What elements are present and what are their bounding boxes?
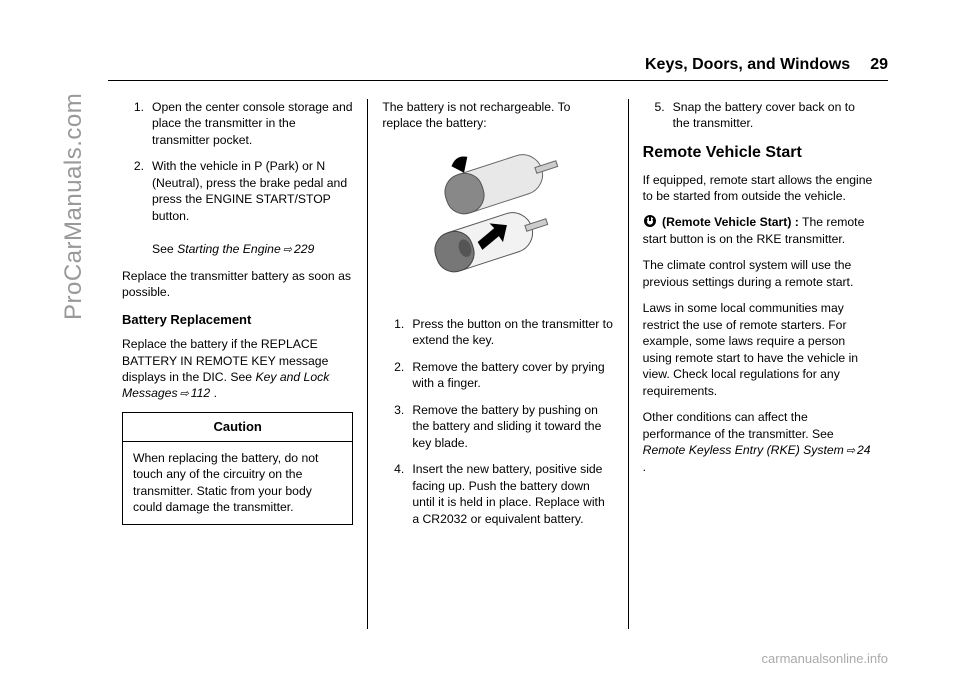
other-cond-text: Other conditions can affect the performa… — [643, 410, 834, 440]
list-item: 4. Insert the new battery, positive side… — [382, 461, 613, 527]
content-columns: 1. Open the center console storage and p… — [108, 99, 888, 629]
paragraph: Replace the battery if the REPLACE BATTE… — [122, 336, 353, 402]
page-number: 29 — [870, 56, 888, 74]
list-item: 1. Press the button on the transmitter t… — [382, 316, 613, 349]
list-text: Insert the new battery, positive side fa… — [412, 461, 613, 527]
section-heading: Remote Vehicle Start — [643, 142, 874, 164]
bottom-watermark: carmanualsonline.info — [762, 651, 888, 666]
caution-box: Caution When replacing the battery, do n… — [122, 412, 353, 524]
see-label: See — [152, 242, 177, 256]
paragraph: Laws in some local communities may restr… — [643, 300, 874, 399]
list-number: 1. — [122, 99, 144, 148]
list-number: 3. — [382, 402, 404, 451]
list-item: 5. Snap the battery cover back on to the… — [643, 99, 874, 132]
see-page: 112 — [191, 386, 210, 400]
subheading: Battery Replacement — [122, 311, 353, 329]
column-2: The battery is not rechargeable. To repl… — [367, 99, 627, 629]
paragraph: The climate control system will use the … — [643, 257, 874, 290]
paragraph: If equipped, remote start allows the eng… — [643, 172, 874, 205]
paragraph: Other conditions can affect the performa… — [643, 409, 874, 475]
manual-page: ProCarManuals.com Keys, Doors, and Windo… — [0, 0, 960, 678]
caution-title: Caution — [123, 413, 352, 442]
list-number: 4. — [382, 461, 404, 527]
list-text: Open the center console storage and plac… — [152, 99, 353, 148]
column-3: 5. Snap the battery cover back on to the… — [628, 99, 888, 629]
ordered-list: 1. Open the center console storage and p… — [122, 99, 353, 258]
remote-start-icon — [643, 214, 657, 228]
xref-arrow-icon: ⇨ — [846, 445, 855, 457]
see-page: 24 — [857, 443, 871, 457]
side-watermark: ProCarManuals.com — [60, 93, 88, 320]
period: . — [643, 460, 646, 474]
caution-body: When replacing the battery, do not touch… — [123, 442, 352, 524]
list-item: 2. Remove the battery cover by prying wi… — [382, 359, 613, 392]
xref-arrow-icon: ⇨ — [180, 388, 189, 400]
see-reference: Remote Keyless Entry (RKE) System — [643, 443, 844, 457]
section-title: Keys, Doors, and Windows — [645, 56, 850, 74]
paragraph: The battery is not rechargeable. To repl… — [382, 99, 613, 132]
period: . — [210, 386, 217, 400]
rvs-label: (Remote Vehicle Start) : — [659, 215, 799, 229]
list-number: 2. — [122, 158, 144, 257]
paragraph: Replace the transmitter battery as soon … — [122, 268, 353, 301]
list-number: 5. — [643, 99, 665, 132]
list-text: Press the button on the transmitter to e… — [412, 316, 613, 349]
step2-text: With the vehicle in P (Park) or N (Neutr… — [152, 159, 347, 222]
see-page: 229 — [294, 242, 314, 256]
list-item: 2. With the vehicle in P (Park) or N (Ne… — [122, 158, 353, 257]
see-reference: Starting the Engine — [177, 242, 281, 256]
page-header: Keys, Doors, and Windows 29 — [108, 56, 888, 81]
list-number: 1. — [382, 316, 404, 349]
xref-arrow-icon: ⇨ — [283, 244, 292, 256]
list-number: 2. — [382, 359, 404, 392]
list-item: 3. Remove the battery by pushing on the … — [382, 402, 613, 451]
list-item: 1. Open the center console storage and p… — [122, 99, 353, 148]
paragraph: (Remote Vehicle Start) : The remote star… — [643, 214, 874, 247]
ordered-list: 5. Snap the battery cover back on to the… — [643, 99, 874, 132]
list-text: Remove the battery by pushing on the bat… — [412, 402, 613, 451]
list-text: Snap the battery cover back on to the tr… — [673, 99, 874, 132]
ordered-list: 1. Press the button on the transmitter t… — [382, 316, 613, 527]
column-1: 1. Open the center console storage and p… — [108, 99, 367, 629]
list-text: Remove the battery cover by prying with … — [412, 359, 613, 392]
key-fob-illustration — [398, 142, 598, 302]
list-text: With the vehicle in P (Park) or N (Neutr… — [152, 158, 353, 257]
